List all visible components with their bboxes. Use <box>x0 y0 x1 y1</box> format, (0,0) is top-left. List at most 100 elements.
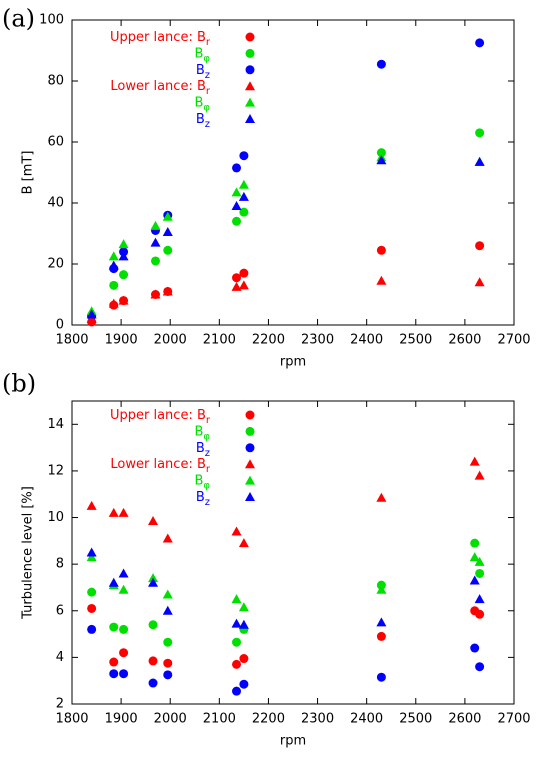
point <box>148 516 159 526</box>
y-tick-label: 40 <box>47 196 64 211</box>
y-axis-label: B [mT] <box>21 151 36 195</box>
legend-marker <box>245 475 255 485</box>
legend-subscript: φ <box>203 103 210 114</box>
y-tick-label: 8 <box>56 557 64 572</box>
legend-marker <box>245 32 255 42</box>
point <box>118 239 129 249</box>
x-tick-label: 2500 <box>399 333 432 348</box>
point <box>86 547 97 557</box>
point <box>475 128 485 138</box>
point <box>231 201 242 211</box>
legend-subscript: r <box>206 464 211 475</box>
point <box>238 179 249 189</box>
legend-label: Bφ <box>194 95 210 114</box>
point <box>232 637 242 647</box>
legend-label: Lower lance: Br <box>110 79 210 98</box>
x-tick-label: 1900 <box>105 712 138 727</box>
point <box>108 298 119 308</box>
legend-subscript: φ <box>203 481 210 492</box>
point <box>239 679 249 689</box>
point <box>238 191 249 201</box>
legend-name: Lower lance: B <box>110 457 205 472</box>
point <box>238 538 249 548</box>
point <box>474 156 485 166</box>
point <box>469 552 480 562</box>
x-tick-label: 1900 <box>105 333 138 348</box>
point <box>118 295 129 305</box>
legend-marker <box>245 443 255 453</box>
y-tick-label: 14 <box>47 417 64 432</box>
point <box>238 619 249 629</box>
legend-marker <box>245 114 255 123</box>
point <box>162 605 173 615</box>
y-axis-label: Turbulence level [%] <box>21 486 36 620</box>
legend-name: B <box>196 112 205 127</box>
y-tick-label: 12 <box>47 463 64 478</box>
legend-label: Bφ <box>194 473 210 492</box>
legend-subscript: φ <box>203 431 210 442</box>
x-tick-label: 1800 <box>55 712 88 727</box>
legend-label: Bφ <box>194 424 210 443</box>
legend-subscript: φ <box>203 53 210 64</box>
x-tick-label: 2700 <box>497 712 530 727</box>
point <box>109 280 119 290</box>
legend-label: Bz <box>196 62 210 81</box>
point <box>87 624 97 634</box>
point <box>119 669 129 679</box>
point <box>376 672 386 682</box>
x-tick-label: 2000 <box>154 712 187 727</box>
x-tick-label: 2300 <box>301 333 334 348</box>
point <box>232 273 242 283</box>
y-tick-label: 20 <box>47 257 64 272</box>
point <box>162 286 173 296</box>
point <box>231 281 242 291</box>
legend-subscript: z <box>205 448 210 459</box>
y-tick-label: 80 <box>47 74 64 89</box>
legend-label: Upper lance: Br <box>110 408 211 427</box>
legend-marker <box>245 410 255 420</box>
point <box>163 637 173 647</box>
point <box>232 216 242 226</box>
legend-marker <box>245 426 255 436</box>
x-axis-label: rpm <box>280 355 306 370</box>
point <box>150 237 161 247</box>
point <box>231 187 242 197</box>
legend-subscript: r <box>206 415 211 426</box>
legend-subscript: z <box>205 119 210 130</box>
point <box>162 211 173 221</box>
x-tick-label: 2000 <box>154 333 187 348</box>
point <box>86 313 97 323</box>
legend-label: Lower lance: Br <box>110 457 210 476</box>
panel-label: (b) <box>2 370 36 398</box>
legend-marker <box>245 48 255 58</box>
legend-label: Upper lance: Br <box>110 30 211 49</box>
point <box>119 648 129 658</box>
y-tick-label: 100 <box>39 13 64 28</box>
legend-marker <box>245 97 255 107</box>
legend-name: B <box>196 490 205 505</box>
point <box>86 309 97 319</box>
point <box>232 686 242 696</box>
point <box>474 556 485 566</box>
point <box>87 603 97 613</box>
point <box>109 657 119 667</box>
legend-label: Bz <box>196 490 210 509</box>
point <box>469 456 480 466</box>
point <box>239 268 249 278</box>
point <box>376 155 387 165</box>
legend-name: B <box>194 424 203 439</box>
x-tick-label: 2700 <box>497 333 530 348</box>
point <box>239 654 249 664</box>
x-tick-label: 2100 <box>203 333 236 348</box>
point <box>231 618 242 628</box>
point <box>376 631 386 641</box>
legend-subscript: r <box>206 37 211 48</box>
legend-label: Bφ <box>194 46 210 65</box>
point <box>376 59 386 69</box>
point <box>118 507 129 517</box>
legend-marker <box>245 492 255 501</box>
y-tick-label: 10 <box>47 510 64 525</box>
y-tick-label: 0 <box>56 318 64 333</box>
point <box>376 617 387 627</box>
